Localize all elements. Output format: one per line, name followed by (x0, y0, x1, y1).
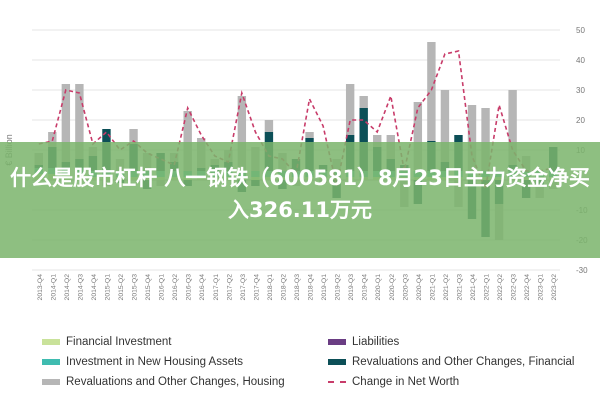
x-tick-label: 2020-Q1 (375, 274, 382, 301)
x-tick-label: 2023-Q2 (551, 274, 558, 301)
legend-swatch (42, 339, 60, 345)
y-tick-label: 30 (576, 86, 585, 95)
banner-title: 什么是股市杠杆 八一钢铁（600581）8月23日主力资金净买入326.11万元 (10, 166, 590, 222)
bar (508, 90, 517, 165)
y-tick-label: 40 (576, 56, 585, 65)
x-tick-label: 2018-Q1 (267, 274, 274, 301)
x-tick-label: 2022-Q4 (524, 274, 531, 301)
x-tick-label: 2014-Q2 (64, 274, 71, 301)
bar (264, 120, 274, 132)
x-tick-label: 2017-Q2 (226, 274, 233, 301)
legend-swatch (328, 339, 346, 345)
x-tick-label: 2015-Q4 (145, 274, 152, 301)
legend-item: Revaluations and Other Changes, Financia… (328, 356, 574, 368)
axis-layer: 50403020100-10-20-30€ Billion2013-Q42014… (4, 26, 588, 300)
legend-item: Liabilities (328, 336, 399, 348)
legend-label: Revaluations and Other Changes, Housing (66, 376, 285, 388)
legend-item: Change in Net Worth (328, 376, 459, 388)
title-banner: 什么是股市杠杆 八一钢铁（600581）8月23日主力资金净买入326.11万元 (0, 142, 600, 258)
x-tick-label: 2019-Q2 (335, 274, 342, 301)
x-tick-label: 2022-Q3 (511, 274, 518, 301)
bar (237, 96, 247, 171)
x-tick-label: 2018-Q2 (280, 274, 287, 301)
x-tick-label: 2015-Q1 (104, 274, 111, 301)
legend-swatch (42, 359, 60, 365)
bar (427, 42, 436, 141)
x-tick-label: 2020-Q3 (402, 274, 409, 301)
legend-item: Revaluations and Other Changes, Housing (42, 376, 285, 388)
legend-swatch (328, 359, 346, 365)
x-tick-label: 2017-Q3 (240, 274, 247, 301)
x-tick-label: 2014-Q3 (77, 274, 84, 301)
y-tick-label: -30 (576, 266, 588, 275)
x-tick-label: 2018-Q3 (294, 274, 301, 301)
bar (183, 111, 192, 171)
x-tick-label: 2016-Q1 (159, 274, 166, 301)
bar (413, 102, 423, 171)
legend-label: Revaluations and Other Changes, Financia… (352, 356, 575, 368)
x-tick-label: 2016-Q4 (199, 274, 206, 301)
legend-label: Liabilities (352, 336, 400, 348)
bar (481, 108, 490, 171)
x-tick-label: 2014-Q1 (50, 274, 57, 301)
bar (129, 129, 138, 144)
y-tick-label: 20 (576, 116, 585, 125)
x-tick-label: 2017-Q4 (253, 274, 260, 301)
bar (440, 90, 450, 162)
bar (61, 84, 71, 162)
x-tick-label: 2023-Q1 (538, 274, 545, 301)
x-tick-label: 2016-Q3 (186, 274, 193, 301)
x-tick-label: 2016-Q2 (172, 274, 179, 301)
x-tick-label: 2020-Q2 (389, 274, 396, 301)
x-tick-label: 2015-Q3 (132, 274, 139, 301)
x-tick-label: 2019-Q3 (348, 274, 355, 301)
x-tick-label: 2021-Q2 (443, 274, 450, 301)
legend-label: Investment in New Housing Assets (66, 356, 244, 368)
legend-label: Financial Investment (66, 336, 172, 348)
legend-item: Investment in New Housing Assets (42, 356, 243, 368)
bar (75, 84, 84, 159)
chart-legend: Financial Investment Liabilities Investm… (0, 328, 600, 400)
y-tick-label: 50 (576, 26, 585, 35)
x-tick-label: 2014-Q4 (91, 274, 98, 301)
x-tick-label: 2013-Q4 (37, 274, 44, 301)
bar (467, 105, 477, 171)
x-tick-label: 2015-Q2 (118, 274, 125, 301)
legend-item: Financial Investment (42, 336, 171, 348)
x-tick-label: 2021-Q4 (470, 274, 477, 301)
x-tick-label: 2019-Q4 (362, 274, 369, 301)
bar (345, 84, 355, 135)
x-tick-label: 2021-Q3 (456, 274, 463, 301)
bar (305, 132, 314, 138)
x-tick-label: 2021-Q1 (429, 274, 436, 301)
bar (359, 96, 368, 108)
bar (359, 108, 368, 171)
x-tick-label: 2022-Q1 (484, 274, 491, 301)
bar (373, 135, 382, 147)
x-tick-label: 2022-Q2 (497, 274, 504, 301)
x-tick-label: 2018-Q4 (308, 274, 315, 301)
legend-swatch (328, 381, 346, 383)
legend-swatch (42, 379, 60, 385)
x-tick-label: 2017-Q1 (213, 274, 220, 301)
x-tick-label: 2020-Q4 (416, 274, 423, 301)
legend-label: Change in Net Worth (352, 376, 460, 388)
x-tick-label: 2019-Q1 (321, 274, 328, 301)
